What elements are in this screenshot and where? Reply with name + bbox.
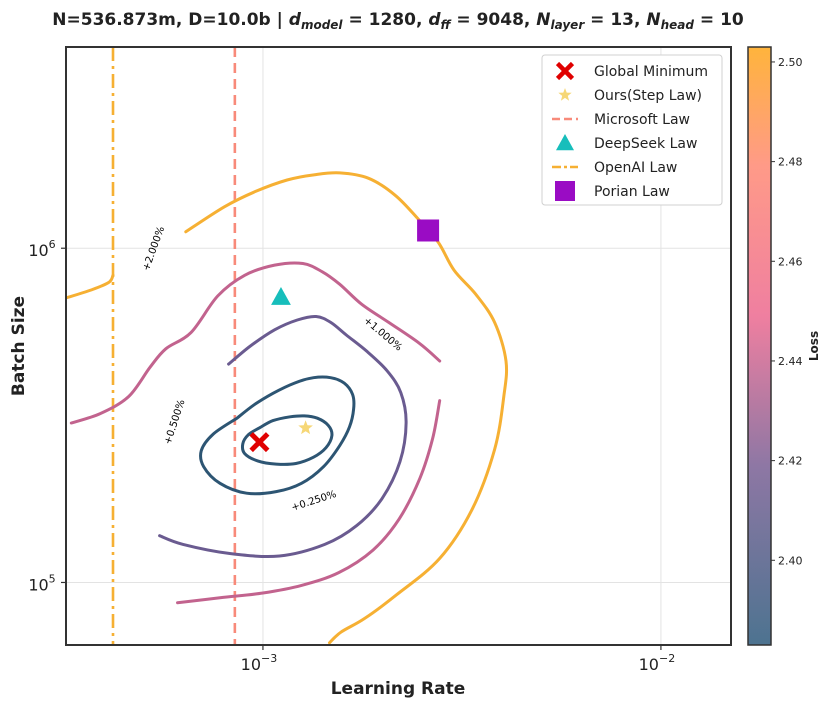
- y-axis-label: Batch Size: [9, 296, 29, 396]
- colorbar-tick-label: 2.48: [778, 156, 803, 169]
- colorbar-tick-label: 2.50: [778, 56, 803, 69]
- axis-ticks: 10−3 10−2 105 106: [28, 238, 675, 674]
- x-tick-label: 10−3: [241, 652, 278, 674]
- contour-lines: [66, 171, 509, 645]
- legend-label: Porian Law: [594, 184, 670, 200]
- colorbar-label: Loss: [807, 331, 821, 361]
- contour-line: [176, 399, 442, 605]
- x-tick-label: 10−2: [639, 652, 676, 674]
- colorbar-tick-label: 2.40: [778, 554, 803, 567]
- global-minimum-marker: [249, 432, 270, 453]
- contour-line: [158, 314, 408, 559]
- contour-line: [240, 414, 334, 466]
- legend-label: Global Minimum: [594, 64, 708, 80]
- legend-symbol-5: [555, 181, 575, 201]
- y-tick-label: 105: [28, 572, 55, 594]
- deepseek-law-marker: [271, 287, 291, 305]
- legend-label: Microsoft Law: [594, 112, 690, 128]
- colorbar-tick-label: 2.42: [778, 455, 803, 468]
- legend-label: Ours(Step Law): [594, 88, 702, 104]
- colorbar: [747, 46, 772, 646]
- reference-lines: [111, 47, 237, 645]
- legend-symbol-0: [555, 61, 575, 81]
- legend-label: DeepSeek Law: [594, 136, 697, 152]
- plot-frame: [65, 46, 732, 646]
- contour-line: [66, 273, 115, 300]
- y-tick-label: 106: [28, 238, 55, 260]
- chart-title: N=536.873m, D=10.0b | dmodel = 1280, dff…: [52, 10, 744, 32]
- legend-symbol-1: [558, 88, 572, 101]
- legend-symbol-3: [556, 134, 574, 151]
- legend-box: [541, 54, 723, 206]
- colorbar-tick-label: 2.46: [778, 255, 803, 268]
- x-axis-label: Learning Rate: [331, 679, 466, 699]
- legend: Global Minimum Ours(Step Law) Microsoft La…: [541, 54, 723, 206]
- contour-line: [199, 375, 356, 496]
- markers: [249, 219, 440, 453]
- colorbar-ticks: 2.40 2.42 2.44 2.46 2.48 2.50: [771, 56, 803, 567]
- porian-law-marker: [417, 219, 440, 242]
- colorbar-tick-label: 2.44: [778, 355, 803, 368]
- contour-line: [69, 261, 442, 425]
- ours-step-law--marker: [298, 420, 313, 435]
- legend-label: OpenAI Law: [594, 160, 677, 176]
- contour-line: [184, 171, 509, 645]
